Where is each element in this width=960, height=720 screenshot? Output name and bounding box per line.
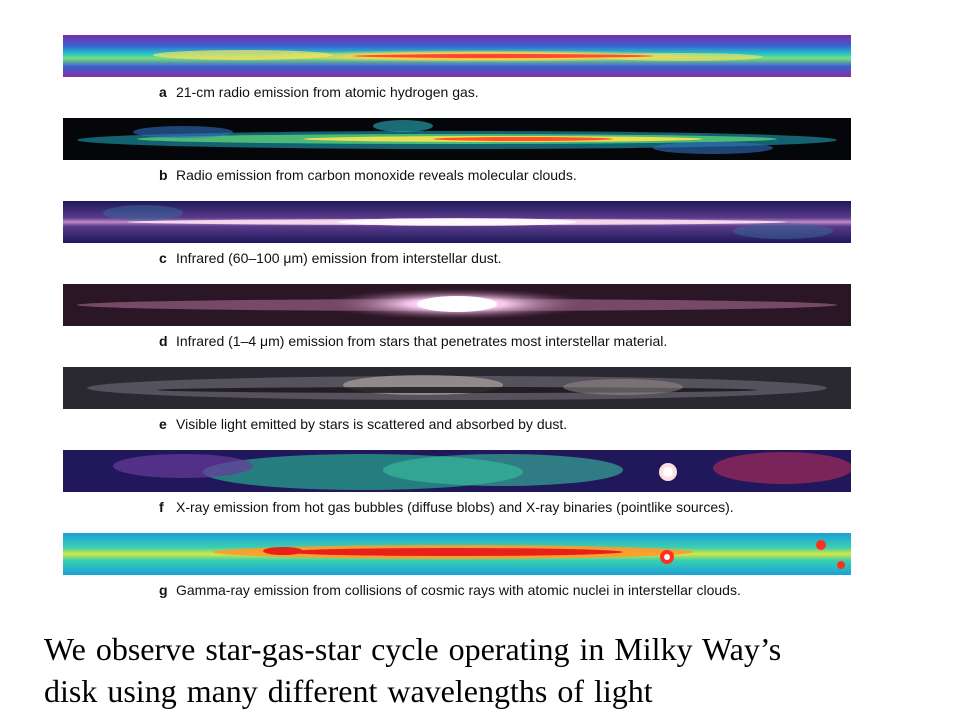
xray-image: [63, 450, 851, 492]
panel-caption: Visible light emitted by stars is scatte…: [176, 416, 568, 432]
visible-light-image: [63, 367, 851, 409]
panel-caption: Radio emission from carbon monoxide reve…: [176, 167, 577, 183]
panel-letter: a: [159, 84, 167, 100]
infrared-dust-image: [63, 201, 851, 243]
panel-caption: Gamma-ray emission from collisions of co…: [176, 582, 741, 598]
panel-letter: g: [159, 582, 168, 598]
summary-text: We observe star-gas-star cycle operating…: [44, 628, 924, 712]
radio-21cm-image: [63, 35, 851, 77]
panel-letter: d: [159, 333, 168, 349]
radio-co-image: [63, 118, 851, 160]
gamma-ray-image: [63, 533, 851, 575]
panel-letter: b: [159, 167, 168, 183]
panel-letter: f: [159, 499, 164, 515]
summary-line: disk using many different wavelengths of…: [44, 673, 653, 709]
panel-caption: Infrared (60–100 μm) emission from inter…: [176, 250, 502, 266]
infrared-stars-image: [63, 284, 851, 326]
panel-caption: X-ray emission from hot gas bubbles (dif…: [176, 499, 734, 515]
summary-line: We observe star-gas-star cycle operating…: [44, 631, 782, 667]
panel-letter: e: [159, 416, 167, 432]
panel-caption: 21-cm radio emission from atomic hydroge…: [176, 84, 479, 100]
panel-letter: c: [159, 250, 167, 266]
panel-caption: Infrared (1–4 μm) emission from stars th…: [176, 333, 668, 349]
